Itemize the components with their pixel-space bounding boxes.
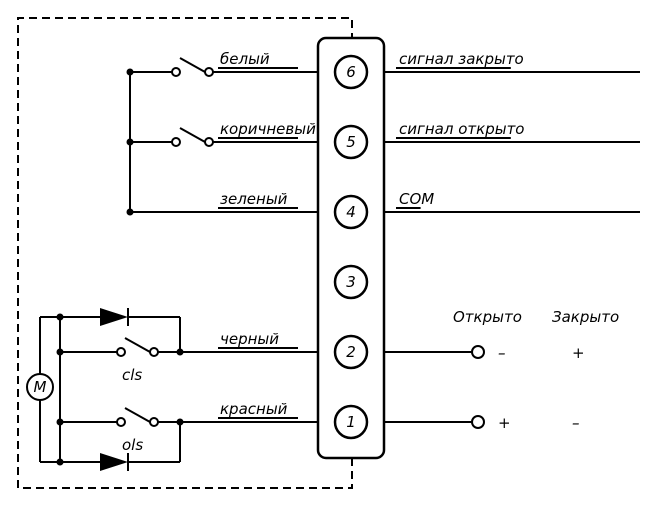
sign-closed-2: +: [572, 344, 585, 362]
switch-pivot-5: [172, 138, 180, 146]
switch-contact-5: [205, 138, 213, 146]
enclosure-dashed: [18, 18, 352, 488]
switch-pivot-6: [172, 68, 180, 76]
label-left-5: коричневый: [220, 120, 316, 138]
label-right-5: сигнал открыто: [399, 120, 525, 138]
open-terminal-1: [472, 416, 484, 428]
switch-label-ols: ols: [122, 436, 143, 454]
sign-open-2: –: [498, 344, 506, 362]
label-right-6: сигнал закрыто: [399, 50, 524, 68]
label-left-2: черный: [220, 330, 279, 348]
sign-closed-1: –: [572, 414, 580, 432]
terminal-5-number: 5: [346, 133, 356, 151]
terminal-1-number: 1: [346, 413, 356, 431]
header-closed: Закрыто: [552, 308, 619, 326]
label-left-6: белый: [220, 50, 270, 68]
node-green-bus: [127, 209, 134, 216]
switch-contact-6: [205, 68, 213, 76]
sign-open-1: +: [498, 414, 511, 432]
header-open: Открыто: [453, 308, 522, 326]
switch-pivot-2: [117, 348, 125, 356]
motor-label: M: [34, 378, 47, 396]
switch-arm-1: [125, 408, 150, 422]
diode-top-triangle: [100, 308, 128, 326]
terminal-block: [318, 38, 384, 458]
terminal-6-number: 6: [346, 63, 356, 81]
switch-contact-1: [150, 418, 158, 426]
switch-label-cls: cls: [122, 366, 142, 384]
terminal-3-number: 3: [346, 273, 356, 291]
switch-contact-2: [150, 348, 158, 356]
terminal-4-number: 4: [346, 203, 356, 221]
label-left-1: красный: [220, 400, 288, 418]
switch-arm-6: [180, 58, 205, 72]
diode-bottom-triangle: [100, 453, 128, 471]
switch-pivot-1: [117, 418, 125, 426]
open-terminal-2: [472, 346, 484, 358]
label-left-4: зеленый: [220, 190, 288, 208]
switch-arm-2: [125, 338, 150, 352]
label-right-4: COM: [399, 190, 434, 208]
switch-arm-5: [180, 128, 205, 142]
terminal-2-number: 2: [346, 343, 356, 361]
